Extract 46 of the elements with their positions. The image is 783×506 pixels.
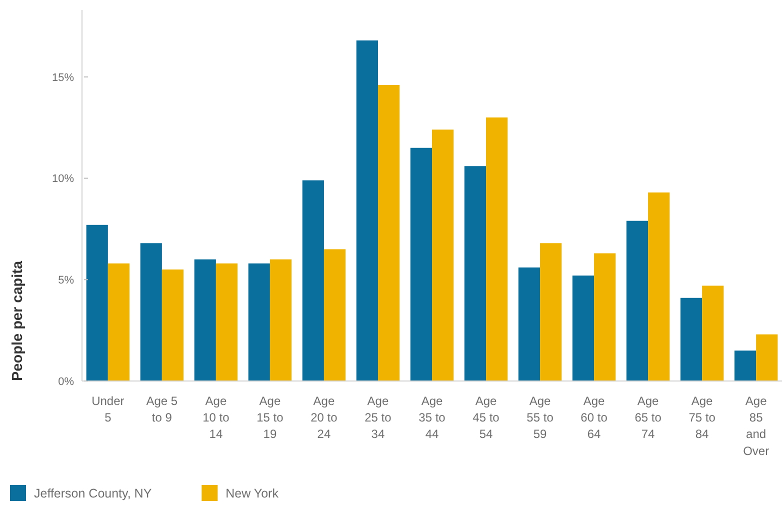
x-tick-label: Age 35 to 44 — [418, 394, 446, 442]
bar — [756, 334, 778, 381]
bar — [86, 224, 108, 381]
bar — [324, 249, 346, 381]
bar — [162, 269, 184, 381]
bar — [302, 180, 324, 381]
y-tick-label: 0% — [58, 376, 74, 388]
x-tick-label: Age 60 to 64 — [580, 394, 608, 442]
legend-label: Jefferson County, NY — [34, 486, 152, 500]
bar — [594, 253, 616, 381]
x-tick-label: Age 5 to 9 — [146, 394, 178, 425]
bar — [702, 286, 724, 381]
bar — [410, 148, 432, 381]
bar — [518, 267, 540, 381]
bar — [486, 117, 508, 381]
y-tick-label: 15% — [52, 72, 74, 84]
x-tick-label: Age 20 to 24 — [310, 394, 338, 442]
x-tick-label: Age 45 to 54 — [472, 394, 500, 442]
y-tick-label: 10% — [52, 173, 74, 186]
y-axis-title: People per capita — [10, 260, 26, 381]
bar — [464, 166, 486, 381]
bar — [572, 276, 594, 381]
bar — [680, 298, 702, 381]
bar — [648, 192, 670, 381]
bar — [626, 220, 648, 381]
bar — [540, 243, 562, 381]
x-tick-label: Age 85 and Over — [743, 394, 770, 458]
bar — [216, 263, 238, 381]
x-tick-label: Age 55 to 59 — [526, 394, 554, 442]
bar — [734, 350, 756, 381]
bar — [270, 259, 292, 381]
bar — [108, 263, 130, 381]
bar — [378, 85, 400, 381]
x-tick-label: Age 75 to 84 — [688, 394, 716, 442]
x-tick-label: Age 65 to 74 — [634, 394, 662, 442]
x-tick-label: Under 5 — [92, 394, 124, 425]
bar — [194, 259, 216, 381]
y-tick-label: 5% — [58, 274, 74, 286]
x-tick-label: Age 25 to 34 — [364, 394, 392, 442]
legend-label: New York — [226, 486, 280, 500]
x-tick-label: Age 10 to 14 — [202, 394, 230, 442]
bar — [248, 263, 270, 381]
bar — [356, 40, 378, 381]
bar — [432, 130, 454, 381]
bar — [140, 243, 162, 381]
x-tick-label: Age 15 to 19 — [256, 394, 284, 442]
